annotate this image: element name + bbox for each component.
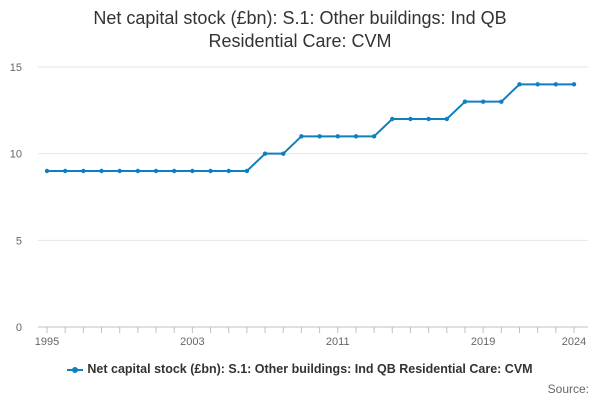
series-line bbox=[47, 83, 574, 172]
data-point bbox=[535, 82, 540, 87]
data-point bbox=[44, 168, 50, 174]
y-tick-label: 5 bbox=[16, 235, 22, 247]
data-point bbox=[353, 134, 359, 139]
data-point bbox=[444, 116, 449, 122]
x-tick-label: 2019 bbox=[471, 336, 495, 348]
data-point bbox=[208, 168, 213, 174]
data-point bbox=[390, 116, 395, 122]
data-point bbox=[62, 168, 68, 174]
data-point bbox=[408, 116, 413, 122]
data-point bbox=[81, 168, 86, 174]
data-point bbox=[99, 168, 104, 174]
data-point bbox=[480, 99, 486, 104]
data-point bbox=[153, 168, 159, 174]
data-point bbox=[335, 134, 340, 139]
data-point bbox=[226, 168, 231, 174]
x-tick-label: 2024 bbox=[562, 336, 586, 348]
data-point bbox=[462, 99, 468, 104]
legend[interactable]: Net capital stock (£bn): S.1: Other buil… bbox=[0, 362, 600, 376]
data-point bbox=[135, 168, 141, 174]
data-point bbox=[553, 82, 559, 87]
data-point bbox=[426, 116, 431, 122]
data-point bbox=[317, 134, 322, 139]
data-point bbox=[190, 168, 195, 174]
data-point bbox=[571, 82, 577, 87]
y-tick-label: 15 bbox=[10, 62, 22, 74]
x-tick-label: 2011 bbox=[326, 336, 350, 348]
data-point bbox=[299, 134, 304, 139]
x-tick-label: 1995 bbox=[35, 336, 59, 348]
chart-title: Net capital stock (£bn): S.1: Other buil… bbox=[0, 7, 600, 53]
chart-title-line-2: Residential Care: CVM bbox=[208, 31, 392, 51]
data-point bbox=[499, 99, 504, 104]
data-point bbox=[371, 134, 377, 139]
data-point bbox=[281, 151, 286, 156]
data-point bbox=[517, 82, 522, 87]
x-tick-label: 2003 bbox=[180, 336, 204, 348]
legend-line-marker-icon bbox=[67, 366, 84, 374]
chart-title-line-1: Net capital stock (£bn): S.1: Other buil… bbox=[93, 8, 507, 28]
y-tick-label: 0 bbox=[16, 322, 22, 334]
y-tick-label: 10 bbox=[10, 149, 22, 161]
data-point bbox=[117, 168, 122, 174]
data-point bbox=[262, 151, 268, 156]
source-credit: Source: bbox=[547, 382, 589, 396]
legend-label: Net capital stock (£bn): S.1: Other buil… bbox=[87, 362, 533, 376]
data-point bbox=[244, 168, 250, 174]
data-point bbox=[172, 168, 177, 174]
